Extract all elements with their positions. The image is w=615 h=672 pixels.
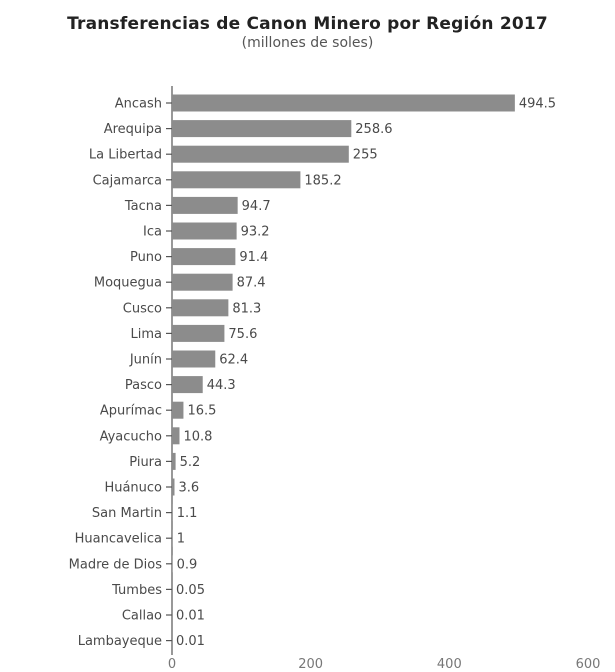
category-label: Madre de Dios (69, 557, 163, 572)
x-tick-label: 400 (437, 657, 462, 672)
value-label: 16.5 (187, 404, 216, 419)
bar (172, 529, 173, 547)
value-label: 91.4 (239, 250, 268, 265)
category-label: San Martin (92, 506, 162, 521)
bar (172, 145, 349, 163)
bar (172, 196, 238, 214)
value-label: 5.2 (180, 455, 201, 470)
category-label: Tacna (124, 199, 162, 214)
bar (172, 452, 176, 470)
category-label: Moquegua (94, 276, 162, 291)
bar (172, 273, 233, 291)
category-label: Callao (122, 609, 162, 624)
value-label: 44.3 (207, 378, 236, 393)
category-label: Cajamarca (93, 173, 162, 188)
category-label: Huánuco (104, 481, 162, 496)
bar (172, 350, 216, 368)
category-label: La Libertad (89, 148, 162, 163)
value-label: 81.3 (232, 301, 261, 316)
category-label: Puno (130, 250, 162, 265)
value-label: 10.8 (183, 429, 212, 444)
bar (172, 324, 225, 342)
value-label: 94.7 (242, 199, 271, 214)
bar (172, 222, 237, 240)
bar (172, 299, 229, 317)
value-label: 494.5 (519, 97, 556, 112)
bar (172, 478, 175, 496)
bar (172, 94, 515, 112)
bar (172, 248, 236, 266)
value-label: 0.01 (176, 634, 205, 649)
bar (172, 171, 301, 189)
value-label: 3.6 (178, 481, 199, 496)
category-label: Ica (143, 225, 162, 240)
category-label: Huancavelica (75, 532, 162, 547)
category-label: Tumbes (111, 583, 162, 598)
bar (172, 120, 352, 138)
bar (172, 504, 173, 522)
category-label: Ayacucho (100, 429, 162, 444)
x-tick-label: 200 (298, 657, 323, 672)
value-label: 255 (353, 148, 378, 163)
category-label: Arequipa (104, 122, 162, 137)
x-tick-label: 600 (576, 657, 601, 672)
value-label: 93.2 (241, 225, 270, 240)
category-label: Junín (129, 353, 162, 368)
value-label: 0.05 (176, 583, 205, 598)
category-label: Apurímac (100, 404, 162, 419)
chart-title: Transferencias de Canon Minero por Regió… (67, 14, 548, 34)
bar (172, 376, 203, 394)
category-label: Pasco (125, 378, 162, 393)
category-label: Ancash (115, 97, 162, 112)
value-label: 87.4 (237, 276, 266, 291)
category-label: Lambayeque (78, 634, 162, 649)
chart-subtitle: (millones de soles) (241, 35, 374, 51)
category-label: Lima (131, 327, 162, 342)
value-label: 0.9 (177, 557, 198, 572)
value-label: 1.1 (177, 506, 198, 521)
value-label: 0.01 (176, 609, 205, 624)
x-tick-label: 0 (168, 657, 176, 672)
bar (172, 427, 180, 445)
category-label: Cusco (123, 301, 162, 316)
bar (172, 401, 184, 419)
value-label: 258.6 (355, 122, 392, 137)
category-label: Piura (129, 455, 162, 470)
value-label: 185.2 (304, 173, 341, 188)
value-label: 75.6 (228, 327, 257, 342)
bar (172, 555, 173, 573)
value-label: 62.4 (219, 353, 248, 368)
value-label: 1 (177, 532, 185, 547)
